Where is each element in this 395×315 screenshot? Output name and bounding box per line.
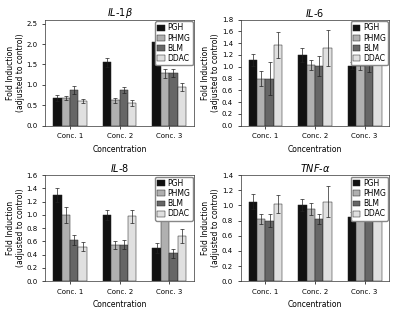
Bar [70, 240, 79, 281]
Y-axis label: Fold Induction
(adjusted to control): Fold Induction (adjusted to control) [201, 189, 220, 267]
Bar [53, 98, 62, 126]
Bar [265, 78, 274, 126]
Bar [257, 219, 265, 281]
Bar [265, 220, 274, 281]
Bar [79, 247, 87, 281]
Bar [62, 215, 70, 281]
Bar [103, 62, 111, 126]
Y-axis label: Fold Induction
(adjusted to control): Fold Induction (adjusted to control) [6, 189, 25, 267]
Bar [373, 211, 382, 281]
Bar [178, 236, 186, 281]
Bar [348, 66, 356, 126]
Title: $\it{IL}$-$\it{6}$: $\it{IL}$-$\it{6}$ [305, 7, 325, 19]
Bar [178, 87, 186, 126]
Title: $\it{IL}$-$\it{8}$: $\it{IL}$-$\it{8}$ [110, 162, 129, 174]
Bar [161, 207, 169, 281]
Bar [120, 90, 128, 126]
Bar [298, 205, 307, 281]
Bar [348, 217, 356, 281]
Bar [111, 100, 120, 126]
Bar [103, 215, 111, 281]
Y-axis label: Fold Induction
(adjusted to control): Fold Induction (adjusted to control) [6, 33, 25, 112]
Bar [274, 45, 282, 126]
Bar [356, 66, 365, 126]
Bar [373, 52, 382, 126]
Bar [169, 73, 178, 126]
Bar [257, 78, 265, 126]
Title: $\it{IL}$-$\it{1β}$: $\it{IL}$-$\it{1β}$ [107, 6, 133, 20]
Bar [62, 98, 70, 126]
Bar [79, 101, 87, 126]
Bar [152, 248, 161, 281]
X-axis label: Concentration: Concentration [288, 145, 342, 154]
X-axis label: Concentration: Concentration [288, 301, 342, 309]
Bar [274, 204, 282, 281]
X-axis label: Concentration: Concentration [92, 145, 147, 154]
Bar [128, 103, 137, 126]
Bar [365, 65, 373, 126]
Bar [315, 219, 324, 281]
Legend: PGH, PHMG, BLM, DDAC: PGH, PHMG, BLM, DDAC [350, 21, 388, 65]
Bar [365, 209, 373, 281]
Bar [298, 55, 307, 126]
Bar [248, 60, 257, 126]
Bar [161, 73, 169, 126]
Bar [315, 66, 324, 126]
Legend: PGH, PHMG, BLM, DDAC: PGH, PHMG, BLM, DDAC [350, 177, 388, 220]
Bar [324, 48, 332, 126]
Bar [111, 245, 120, 281]
Bar [152, 42, 161, 126]
Bar [70, 90, 79, 126]
Bar [128, 216, 137, 281]
Bar [53, 195, 62, 281]
X-axis label: Concentration: Concentration [92, 301, 147, 309]
Title: $\it{TNF}$-$\it{α}$: $\it{TNF}$-$\it{α}$ [300, 162, 330, 174]
Bar [356, 217, 365, 281]
Bar [169, 253, 178, 281]
Legend: PGH, PHMG, BLM, DDAC: PGH, PHMG, BLM, DDAC [155, 177, 192, 220]
Bar [120, 245, 128, 281]
Bar [324, 202, 332, 281]
Y-axis label: Fold Induction
(adjusted to control): Fold Induction (adjusted to control) [201, 33, 220, 112]
Bar [307, 65, 315, 126]
Bar [307, 209, 315, 281]
Bar [248, 202, 257, 281]
Legend: PGH, PHMG, BLM, DDAC: PGH, PHMG, BLM, DDAC [155, 21, 192, 65]
